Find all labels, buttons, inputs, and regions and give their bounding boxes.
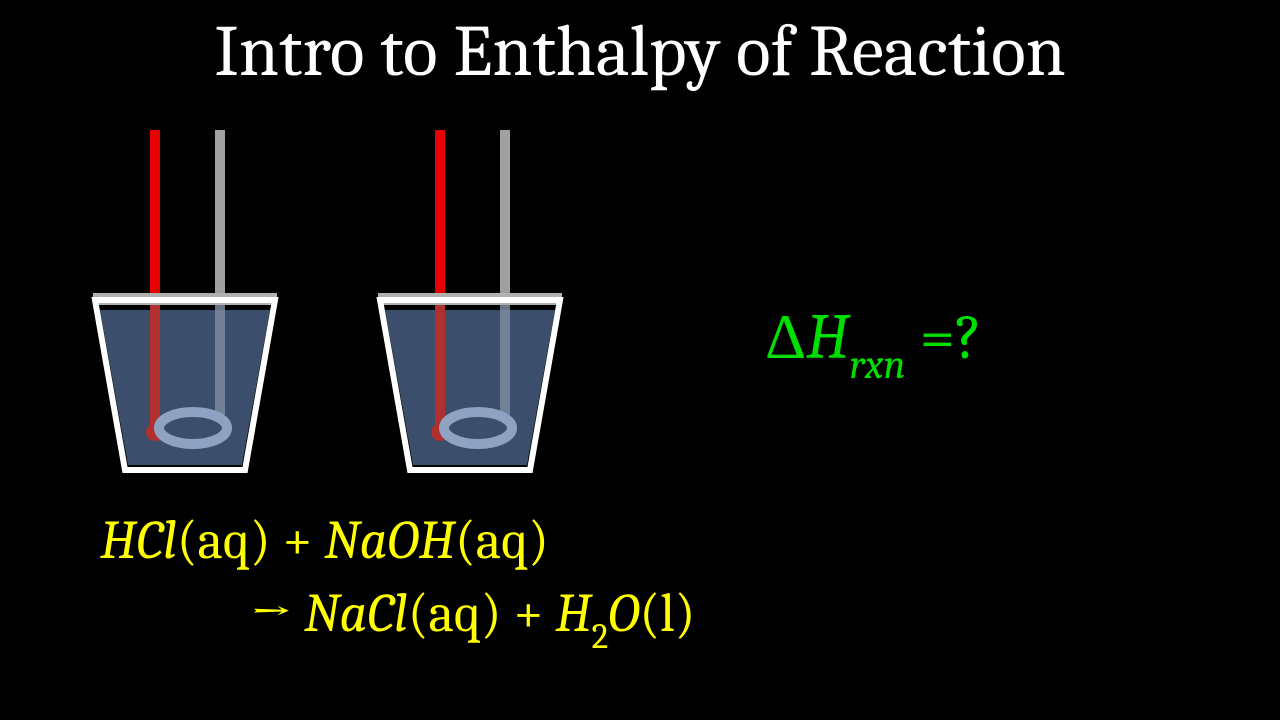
plus-1: + xyxy=(271,509,325,572)
beaker-area xyxy=(85,130,570,475)
equals-question: =? xyxy=(920,300,982,374)
state-aq-2: (aq) xyxy=(455,509,549,572)
product-h2o-h: H xyxy=(555,582,591,645)
h-variable: H xyxy=(806,300,849,374)
chemical-equation: HCl(aq) + NaOH(aq) → NaCl(aq) + H2O(l) xyxy=(100,505,695,655)
reactant-hcl: HCl xyxy=(100,509,177,572)
state-aq-3: (aq) xyxy=(408,582,502,645)
calorimeter-left xyxy=(85,130,285,475)
rxn-subscript: rxn xyxy=(849,342,905,389)
state-aq-1: (aq) xyxy=(177,509,271,572)
product-h2o-2: 2 xyxy=(592,616,609,657)
calorimeter-right xyxy=(370,130,570,475)
state-l: (l) xyxy=(640,582,696,645)
reactant-naoh: NaOH xyxy=(324,509,455,572)
page-title: Intro to Enthalpy of Reaction xyxy=(0,10,1280,93)
delta-h-expression: ΔHrxn =? xyxy=(765,300,982,383)
arrow: → xyxy=(250,582,304,645)
delta-symbol: Δ xyxy=(765,300,806,374)
plus-2: + xyxy=(502,582,556,645)
product-nacl: NaCl xyxy=(304,582,408,645)
product-h2o-o: O xyxy=(608,582,639,645)
